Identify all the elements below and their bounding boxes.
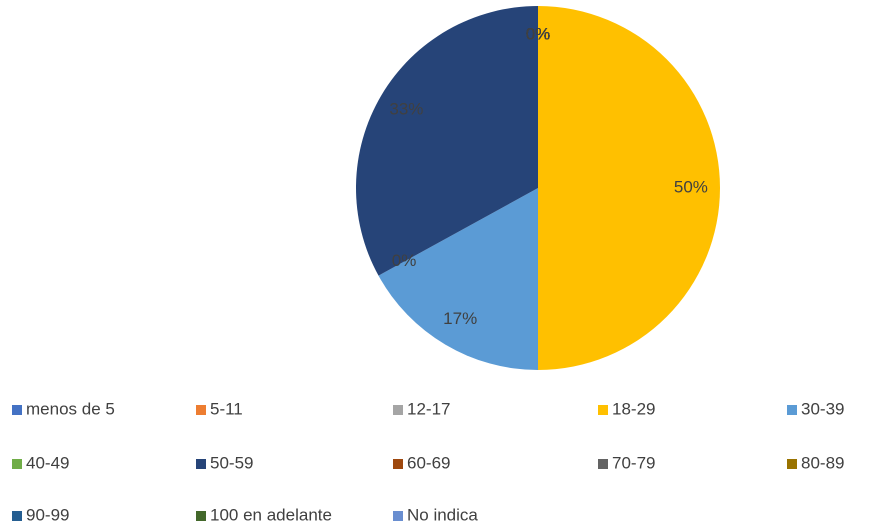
data-label: 17% (443, 309, 477, 328)
data-label: 0% (526, 25, 551, 44)
legend-swatch (393, 459, 403, 469)
data-label: 0% (526, 25, 551, 44)
legend-label: 70-79 (612, 453, 655, 472)
legend-label: No indica (407, 505, 478, 524)
legend-swatch (393, 405, 403, 415)
legend-swatch (196, 459, 206, 469)
data-label: 0% (526, 25, 551, 44)
legend-label: 50-59 (210, 453, 253, 472)
legend-label: 12-17 (407, 399, 450, 418)
data-label: 0% (526, 25, 551, 44)
legend-label: 90-99 (26, 505, 69, 524)
pie-slice (538, 6, 720, 370)
legend-swatch (196, 511, 206, 521)
legend-swatch (787, 459, 797, 469)
legend-swatch (598, 459, 608, 469)
data-label: 0% (526, 25, 551, 44)
data-label: 0% (526, 25, 551, 44)
legend-swatch (393, 511, 403, 521)
legend-label: 60-69 (407, 453, 450, 472)
legend-swatch (12, 459, 22, 469)
data-label: 0% (526, 25, 551, 44)
data-label: 0% (526, 25, 551, 44)
legend-label: 80-89 (801, 453, 844, 472)
legend-swatch (12, 511, 22, 521)
legend-label: 40-49 (26, 453, 69, 472)
legend-swatch (598, 405, 608, 415)
legend-label: 30-39 (801, 399, 844, 418)
legend-label: 18-29 (612, 399, 655, 418)
pie-slice (378, 188, 538, 370)
data-label: 50% (674, 177, 708, 196)
data-label: 0% (526, 25, 551, 44)
pie-slice (355, 6, 538, 276)
legend-swatch (12, 405, 22, 415)
legend-label: 5-11 (210, 399, 243, 418)
legend-label: menos de 5 (26, 399, 115, 418)
data-label: 33% (389, 100, 423, 119)
legend-swatch (787, 405, 797, 415)
legend-label: 100 en adelante (210, 505, 332, 524)
data-label: 0% (392, 251, 417, 270)
legend-swatch (196, 405, 206, 415)
